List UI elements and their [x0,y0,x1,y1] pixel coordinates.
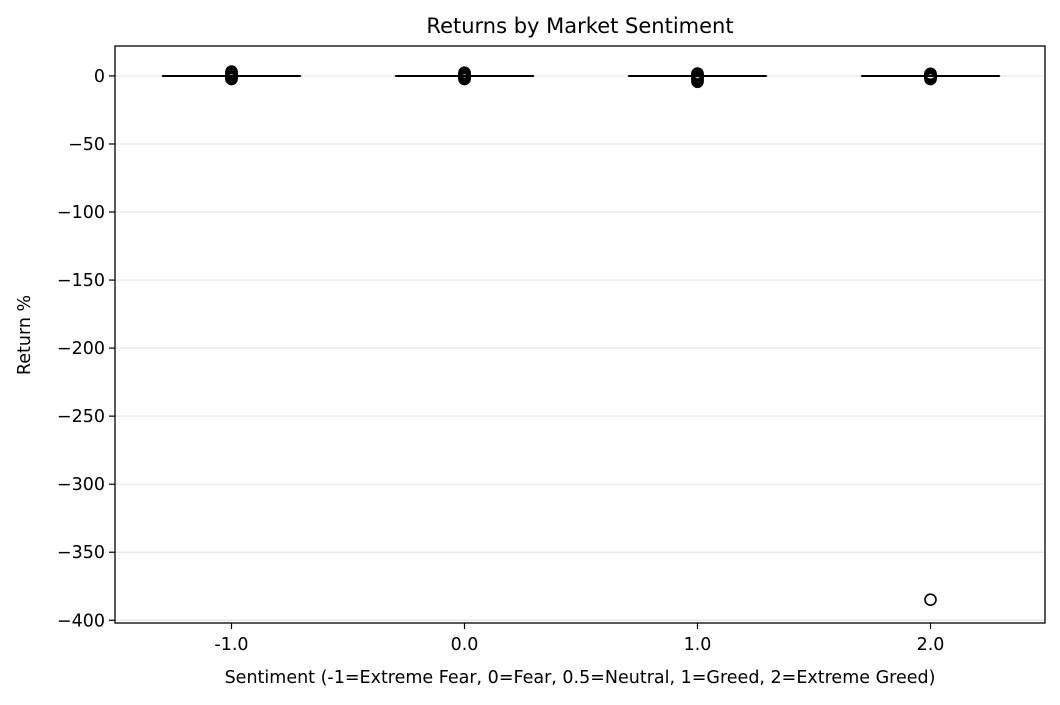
y-tick-label: −300 [57,475,105,495]
y-tick-label: −50 [68,135,105,155]
y-tick-label: −150 [57,271,105,291]
y-axis-label: Return % [15,295,35,375]
y-tick-label: −100 [57,203,105,223]
y-tick-label: 0 [94,67,105,87]
chart-title: Returns by Market Sentiment [426,14,733,38]
y-tick-label: −250 [57,407,105,427]
x-tick-label: 0.0 [451,635,479,655]
x-tick-label: 2.0 [917,635,945,655]
x-axis-label: Sentiment (-1=Extreme Fear, 0=Fear, 0.5=… [225,668,936,688]
y-tick-label: −400 [57,611,105,631]
y-tick-label: −350 [57,543,105,563]
y-tick-label: −200 [57,339,105,359]
x-tick-label: 1.0 [684,635,712,655]
x-tick-label: -1.0 [214,635,248,655]
